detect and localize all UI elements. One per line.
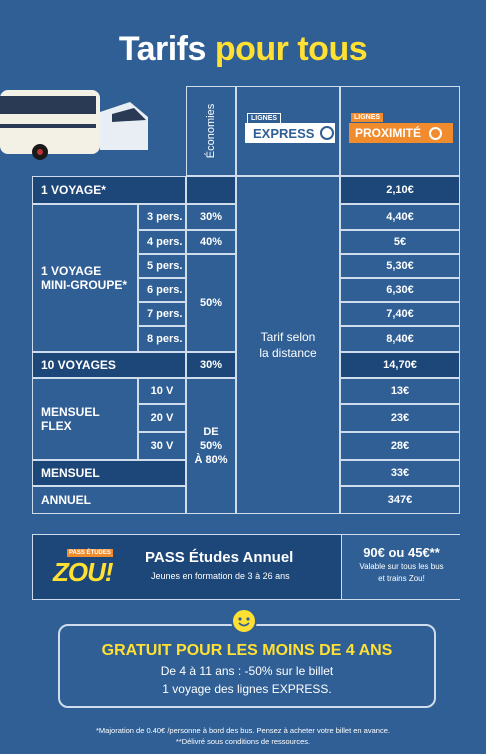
footnote-2: **Délivré sous conditions de ressources. xyxy=(175,737,311,746)
mini-price-8: 8,40€ xyxy=(340,326,460,352)
pass-title: PASS Études Annuel xyxy=(145,549,294,566)
proximite-badge: PROXIMITÉ xyxy=(349,123,453,143)
row-10-voyages-eco: 30% xyxy=(186,352,236,378)
row-mensuel-label: MENSUEL xyxy=(32,460,186,486)
mini-label-1: 1 VOYAGE xyxy=(41,264,102,278)
row-10-voyages-label: 10 VOYAGES xyxy=(32,352,186,378)
zou-logo-big: ZOU! xyxy=(53,557,114,587)
flex-eco-2: 50% xyxy=(199,440,223,452)
mini-price-7: 7,40€ xyxy=(340,302,460,326)
row-mensuel-flex-label: MENSUEL FLEX xyxy=(32,378,138,460)
pass-etudes-box: PASS ÉTUDES ZOU! PASS Études Annuel Jeun… xyxy=(32,534,461,600)
gratuit-line2: 1 voyage des lignes EXPRESS. xyxy=(162,682,332,696)
flex-sub-30: 30 V xyxy=(138,432,186,460)
mini-label-2: MINI-GROUPE* xyxy=(41,278,128,292)
mini-eco-4: 40% xyxy=(186,230,236,254)
proximite-small-badge: LIGNES xyxy=(351,113,384,122)
mini-sub-5: 5 pers. xyxy=(138,254,186,278)
flex-price-30: 28€ xyxy=(340,432,460,460)
flex-sub-10: 10 V xyxy=(138,378,186,404)
header-proximite: LIGNES PROXIMITÉ xyxy=(340,86,460,176)
row-1-voyage-label: 1 VOYAGE* xyxy=(32,176,186,204)
tarif-dist-l1: Tarif selon xyxy=(260,330,316,344)
flex-eco-3: À 80% xyxy=(194,454,228,466)
row-10-voyages-price: 14,70€ xyxy=(340,352,460,378)
header-express: LIGNES EXPRESS xyxy=(236,86,340,176)
row-annuel-price: 347€ xyxy=(340,486,460,514)
tarif-selon-distance: Tarif selon la distance xyxy=(236,176,340,514)
pass-price-sub2: et trains Zou! xyxy=(378,574,425,583)
express-badge: EXPRESS xyxy=(245,123,335,143)
zou-logo: PASS ÉTUDES ZOU! xyxy=(47,545,131,589)
gratuit-title: GRATUIT POUR LES MOINS DE 4 ANS xyxy=(101,642,393,659)
row-annuel-label: ANNUEL xyxy=(32,486,186,514)
stopwatch-icon xyxy=(320,126,335,140)
flex-price-20: 23€ xyxy=(340,404,460,432)
page-title: Tarifs pour tous xyxy=(0,30,486,69)
header-economies-label: Économies xyxy=(205,103,217,159)
mini-sub-8: 8 pers. xyxy=(138,326,186,352)
mini-price-6: 6,30€ xyxy=(340,278,460,302)
flex-sub-20: 20 V xyxy=(138,404,186,432)
zou-logo-small: PASS ÉTUDES xyxy=(67,549,113,557)
pass-price-sub1: Valable sur tous les bus xyxy=(359,562,444,571)
footnote-1: *Majoration de 0.40€ /personne à bord de… xyxy=(96,726,390,735)
row-1-voyage-eco xyxy=(186,176,236,204)
title-part1: Tarifs xyxy=(118,30,207,68)
bus-train-illustration xyxy=(0,90,148,160)
title-part2: pour tous xyxy=(214,30,368,68)
pass-subtitle: Jeunes en formation de 3 à 26 ans xyxy=(151,571,290,581)
pass-price: 90€ ou 45€** xyxy=(363,545,440,560)
row-1-voyage-price: 2,10€ xyxy=(340,176,460,204)
mini-price-4: 5€ xyxy=(340,230,460,254)
flex-label-1: MENSUEL xyxy=(41,405,100,419)
tarif-dist-l2: la distance xyxy=(259,346,317,360)
mini-sub-3: 3 pers. xyxy=(138,204,186,230)
mini-sub-6: 6 pers. xyxy=(138,278,186,302)
flex-label-2: FLEX xyxy=(41,419,72,433)
mini-eco-3: 30% xyxy=(186,204,236,230)
pass-price-box: 90€ ou 45€** Valable sur tous les bus et… xyxy=(341,535,461,599)
mini-eco-group: 50% xyxy=(186,254,236,352)
gratuit-line1: De 4 à 11 ans : -50% sur le billet xyxy=(160,664,334,678)
mini-price-5: 5,30€ xyxy=(340,254,460,278)
proximite-badge-label: PROXIMITÉ xyxy=(355,126,422,140)
map-pin-icon xyxy=(429,126,443,140)
mini-price-3: 4,40€ xyxy=(340,204,460,230)
mini-sub-7: 7 pers. xyxy=(138,302,186,326)
smiley-icon xyxy=(231,608,257,634)
express-badge-label: EXPRESS xyxy=(253,125,315,141)
mini-sub-4: 4 pers. xyxy=(138,230,186,254)
row-mini-groupe-label: 1 VOYAGE MINI-GROUPE* xyxy=(32,204,138,352)
flex-eco-group: DE 50% À 80% xyxy=(186,378,236,514)
flex-price-10: 13€ xyxy=(340,378,460,404)
header-economies: Économies xyxy=(186,86,236,176)
gratuit-box: GRATUIT POUR LES MOINS DE 4 ANS De 4 à 1… xyxy=(58,624,436,708)
flex-eco-1: DE xyxy=(203,426,219,438)
row-mensuel-price: 33€ xyxy=(340,460,460,486)
